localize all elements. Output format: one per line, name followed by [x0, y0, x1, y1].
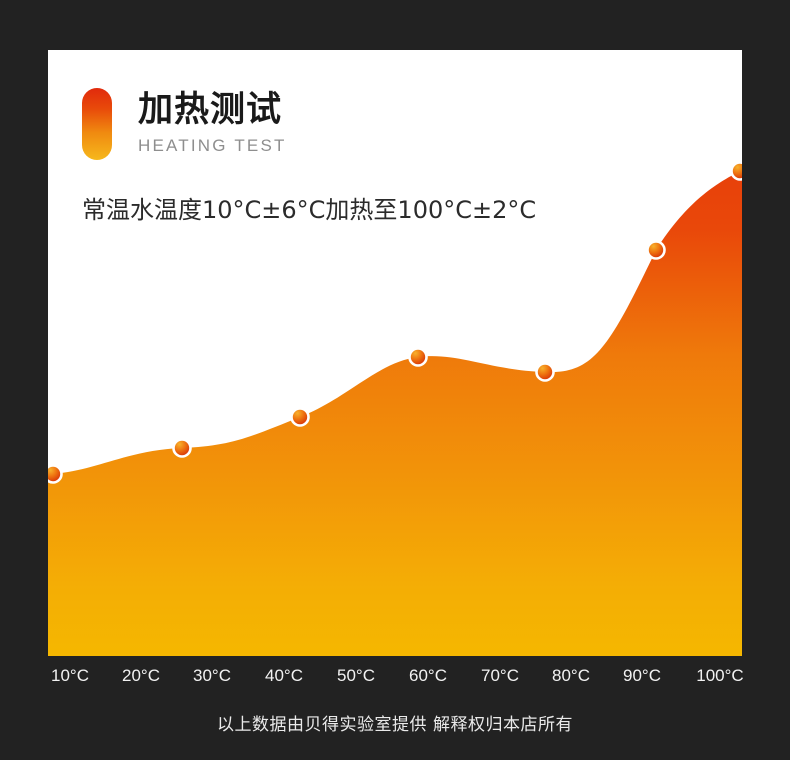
data-point-100c — [730, 161, 742, 181]
chart-panel: 加热测试 HEATING TEST 常温水温度10°C±6°C加热至100°C±… — [48, 50, 742, 656]
axis-tick-9: 100°C — [696, 666, 744, 685]
test-condition-text: 常温水温度10°C±6°C加热至100°C±2°C — [82, 196, 537, 224]
data-point-60c — [408, 347, 428, 367]
page-title: 加热测试 — [138, 90, 283, 131]
data-point-70c — [535, 362, 555, 382]
axis-tick-6: 70°C — [481, 666, 519, 685]
page-subtitle-en: HEATING TEST — [138, 135, 287, 155]
data-point-20c — [172, 438, 192, 458]
data-point-10c — [48, 464, 63, 484]
axis-tick-1: 20°C — [122, 666, 160, 685]
data-point-40c — [290, 407, 310, 427]
x-axis-labels: 10°C 20°C 30°C 40°C 50°C 60°C 70°C 80°C … — [48, 666, 744, 694]
heating-curve-chart — [48, 161, 742, 656]
axis-tick-3: 40°C — [265, 666, 303, 685]
pill-gradient-icon — [82, 88, 112, 160]
axis-tick-8: 90°C — [623, 666, 661, 685]
data-point-markers — [48, 161, 742, 484]
axis-tick-2: 30°C — [193, 666, 231, 685]
axis-tick-5: 60°C — [409, 666, 447, 685]
footer-disclaimer: 以上数据由贝得实验室提供 解释权归本店所有 — [217, 715, 573, 735]
chart-header: 加热测试 HEATING TEST — [82, 88, 287, 160]
axis-tick-0: 10°C — [51, 666, 89, 685]
area-fill — [48, 171, 742, 656]
axis-tick-7: 80°C — [552, 666, 590, 685]
data-point-90c — [646, 240, 666, 260]
axis-tick-4: 50°C — [337, 666, 375, 685]
header-text-group: 加热测试 HEATING TEST — [138, 92, 287, 156]
